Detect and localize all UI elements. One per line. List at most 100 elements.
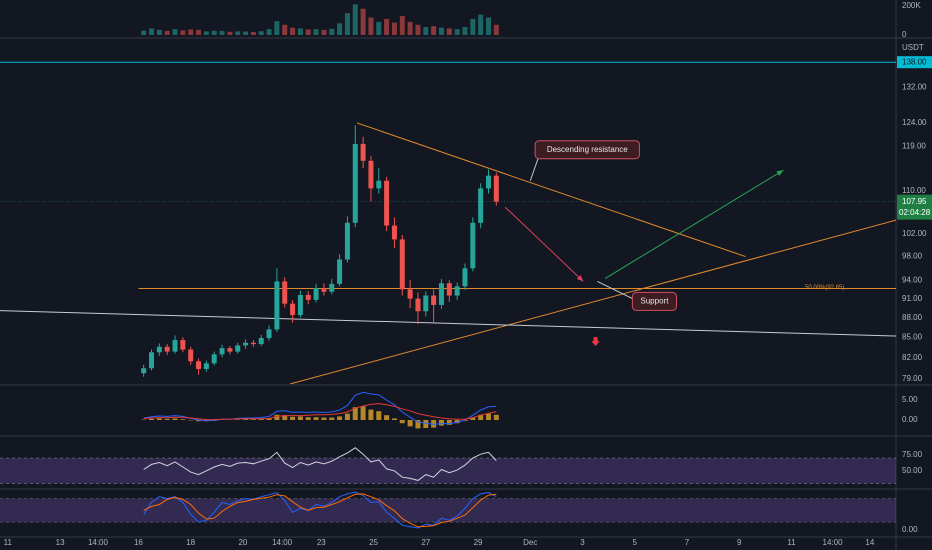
panel-tick-label: 200K bbox=[902, 1, 921, 10]
candle-body bbox=[235, 345, 241, 352]
x-tick-label: 18 bbox=[186, 538, 195, 547]
volume-bar bbox=[235, 31, 241, 35]
candle-body bbox=[258, 338, 264, 345]
macd-histogram-bar bbox=[415, 420, 421, 429]
macd-histogram-bar bbox=[391, 418, 397, 420]
x-tick-label: 29 bbox=[474, 538, 483, 547]
volume-bar bbox=[149, 28, 155, 35]
candle-body bbox=[391, 225, 397, 240]
volume-bar bbox=[305, 29, 311, 35]
candle-body bbox=[211, 354, 217, 364]
y-tick-label: 88.00 bbox=[902, 313, 923, 322]
volume-bar bbox=[454, 29, 460, 35]
x-tick-label: 20 bbox=[238, 538, 247, 547]
y-tick-label: 132.00 bbox=[902, 83, 927, 92]
macd-histogram-bar bbox=[493, 414, 499, 420]
macd-histogram-bar bbox=[360, 406, 366, 420]
candle-body bbox=[243, 342, 249, 346]
candle-body bbox=[360, 143, 366, 161]
macd-histogram-bar bbox=[297, 416, 303, 420]
macd-histogram-bar bbox=[485, 413, 491, 420]
volume-bar bbox=[391, 22, 397, 35]
volume-bar bbox=[368, 17, 374, 35]
macd-histogram-bar bbox=[352, 407, 358, 420]
macd-histogram-bar bbox=[282, 415, 288, 420]
y-tick-label: 110.00 bbox=[902, 186, 926, 195]
x-tick-label: 9 bbox=[737, 538, 742, 547]
volume-bar bbox=[227, 31, 233, 35]
candle-body bbox=[282, 281, 288, 304]
candle-body bbox=[329, 283, 335, 292]
countdown-label: 02:04:28 bbox=[899, 208, 931, 217]
panel-tick-label: 0.00 bbox=[902, 525, 918, 534]
macd-histogram-bar bbox=[243, 419, 249, 420]
volume-bar bbox=[352, 4, 358, 35]
macd-histogram-bar bbox=[329, 417, 335, 420]
volume-bar bbox=[250, 32, 256, 35]
candle-body bbox=[454, 286, 460, 296]
volume-bar bbox=[470, 18, 476, 35]
macd-histogram-bar bbox=[164, 418, 170, 420]
last-price-bg bbox=[897, 194, 932, 220]
y-tick-label: 102.00 bbox=[902, 229, 927, 238]
indicator-line bbox=[143, 403, 497, 421]
panel-tick-label: 0.00 bbox=[902, 415, 918, 424]
volume-bar bbox=[329, 28, 335, 35]
x-tick-label: 23 bbox=[317, 538, 326, 547]
candle-body bbox=[352, 143, 358, 223]
volume-bar bbox=[180, 30, 186, 35]
macd-histogram-bar bbox=[446, 420, 452, 425]
macd-histogram-bar bbox=[470, 417, 476, 420]
candle-body bbox=[446, 283, 452, 296]
x-tick-label: 11 bbox=[787, 538, 796, 547]
candle-body bbox=[431, 295, 437, 305]
candle-body bbox=[376, 180, 382, 189]
volume-bar bbox=[258, 31, 264, 35]
candle-body bbox=[399, 239, 405, 290]
macd-histogram-bar bbox=[180, 419, 186, 420]
volume-bar bbox=[141, 30, 147, 35]
candle-body bbox=[485, 175, 491, 189]
volume-bar bbox=[446, 28, 452, 35]
y-tick-label: 91.00 bbox=[902, 294, 923, 303]
volume-bar bbox=[266, 29, 272, 35]
macd-histogram-bar bbox=[156, 418, 162, 420]
macd-histogram-bar bbox=[407, 420, 413, 427]
macd-histogram-bar bbox=[305, 417, 311, 420]
macd-histogram-bar bbox=[274, 414, 280, 420]
volume-bar bbox=[290, 27, 296, 35]
y-tick-label: 119.00 bbox=[902, 141, 926, 150]
volume-bar bbox=[493, 24, 499, 35]
macd-histogram-bar bbox=[321, 417, 327, 420]
y-tick-label: 94.00 bbox=[902, 275, 923, 284]
x-tick-label: 5 bbox=[633, 538, 638, 547]
candle-body bbox=[470, 222, 476, 269]
candle-body bbox=[321, 288, 327, 292]
callout-text: Support bbox=[640, 297, 669, 306]
macd-histogram-bar bbox=[454, 420, 460, 424]
macd-histogram-bar bbox=[431, 420, 437, 428]
x-tick-label: 25 bbox=[369, 538, 378, 547]
callout-box bbox=[534, 140, 640, 160]
volume-bar bbox=[321, 29, 327, 35]
x-tick-label: 14:00 bbox=[823, 538, 844, 547]
candle-body bbox=[415, 298, 421, 312]
y-tick-label: 79.00 bbox=[902, 374, 923, 383]
candle-body bbox=[368, 160, 374, 189]
indicator-line bbox=[143, 493, 497, 528]
indicator-line bbox=[143, 391, 497, 425]
callout-text: Descending resistance bbox=[547, 145, 628, 154]
panel-tick-label: 5.00 bbox=[902, 395, 918, 404]
candle-body bbox=[462, 268, 468, 287]
volume-bar bbox=[423, 26, 429, 35]
macd-histogram-bar bbox=[337, 416, 343, 420]
x-tick-label: 14 bbox=[865, 538, 874, 547]
candle-body bbox=[149, 352, 155, 369]
x-tick-label: 3 bbox=[580, 538, 585, 547]
volume-bar bbox=[196, 29, 202, 35]
macd-histogram-bar bbox=[423, 420, 429, 428]
volume-bar bbox=[344, 13, 350, 35]
volume-bar bbox=[415, 24, 421, 35]
volume-bar bbox=[313, 29, 319, 35]
